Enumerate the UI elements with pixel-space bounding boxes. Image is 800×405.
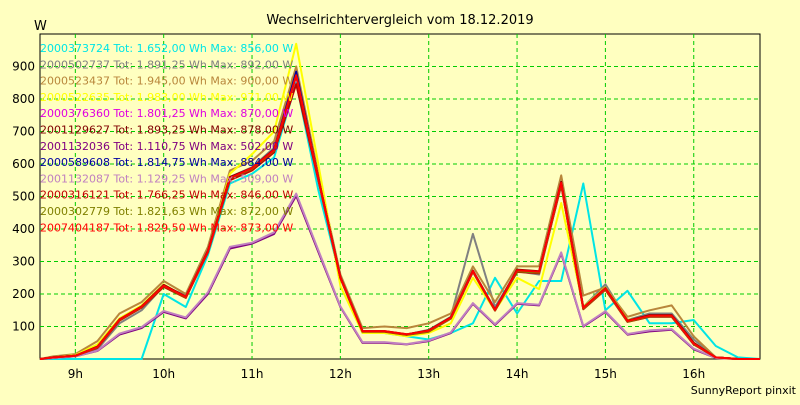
y-tick-label: 300: [12, 255, 35, 269]
legend-entry: 2001129627 Tot: 1.893,25 Wh Max: 878,00 …: [40, 124, 293, 137]
legend-entry: 2001132087 Tot: 1.129,25 Wh Max: 509,00 …: [40, 172, 293, 185]
chart: Wechselrichtervergleich vom 18.12.2019 W…: [0, 0, 800, 400]
legend-entry: 2000316121 Tot: 1.766,25 Wh Max: 846,00 …: [40, 189, 293, 202]
y-tick-label: 800: [12, 92, 35, 106]
x-tick-label: 13h: [417, 367, 440, 381]
y-tick-label: 500: [12, 190, 35, 204]
y-tick-label: 400: [12, 222, 35, 236]
x-tick-label: 14h: [506, 367, 529, 381]
legend-entry: 2000376360 Tot: 1.801,25 Wh Max: 870,00 …: [40, 107, 293, 120]
x-tick-label: 9h: [68, 367, 83, 381]
legend-entry: 2000373724 Tot: 1.652,00 Wh Max: 856,00 …: [40, 42, 293, 55]
footer-credit: SunnyReport pinxit: [691, 384, 797, 397]
legend-entry: 2000523437 Tot: 1.945,00 Wh Max: 900,00 …: [40, 75, 293, 88]
y-axis-label: W: [34, 19, 47, 34]
legend-entry: 2000522635 Tot: 1.983,00 Wh Max: 971,00 …: [40, 91, 293, 104]
y-tick-label: 900: [12, 60, 35, 74]
y-tick-label: 700: [12, 125, 35, 139]
x-tick-label: 16h: [682, 367, 705, 381]
legend-entry: 2007404187 Tot: 1.829,50 Wh Max: 873,00 …: [40, 221, 293, 234]
legend-entry: 2000302779 Tot: 1.821,63 Wh Max: 872,00 …: [40, 205, 293, 218]
y-tick-label: 100: [12, 320, 35, 334]
line-chart: Wechselrichtervergleich vom 18.12.2019 W…: [0, 0, 800, 400]
x-tick-label: 10h: [152, 367, 175, 381]
x-tick-label: 15h: [594, 367, 617, 381]
legend-entry: 2001132036 Tot: 1.110,75 Wh Max: 502,00 …: [40, 140, 293, 153]
chart-title: Wechselrichtervergleich vom 18.12.2019: [266, 13, 533, 28]
y-tick-label: 600: [12, 157, 35, 171]
x-tick-label: 11h: [241, 367, 264, 381]
legend-entry: 2000589608 Tot: 1.814,75 Wh Max: 884,00 …: [40, 156, 293, 169]
y-tick-label: 200: [12, 287, 35, 301]
legend-entry: 2000502737 Tot: 1.891,25 Wh Max: 892,00 …: [40, 58, 293, 71]
x-tick-label: 12h: [329, 367, 352, 381]
